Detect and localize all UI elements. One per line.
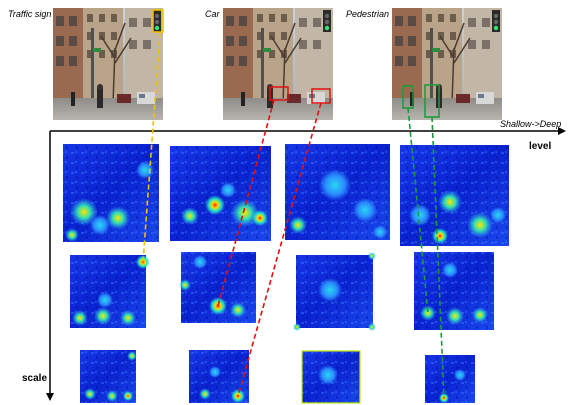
level-axis [50,127,566,135]
heatmap-level3-scale3 [301,350,361,404]
heatmap-level4-scale3 [425,355,475,403]
photo-traffic-sign [52,7,164,121]
photo-label-pedestrian: Pedestrian [346,9,390,19]
photo-pedestrian [391,7,503,121]
heatmap-level3-scale2 [293,252,376,331]
heatmap-level2-scale2 [179,252,256,323]
photo-label-traffic-sign: Traffic sign [8,9,52,19]
car-link-far [237,102,322,397]
photo-label-car: Car [205,9,220,19]
traffic-sign-link [142,32,161,263]
heatmap-level4-scale1 [400,145,509,246]
heatmap-level1-scale3 [80,350,137,403]
photo-car [222,7,334,121]
heatmap-level1-scale1 [63,144,159,242]
level-direction-label: Shallow->Deep [500,119,562,129]
pedestrian-link-far [431,116,445,399]
level-axis-label: level [529,141,552,152]
pedestrian-link-near [407,107,429,314]
car-link-near [217,99,275,307]
heatmap-level4-scale2 [414,252,494,330]
heatmap-level3-scale1 [285,144,390,240]
scale-axis-label: scale [22,373,48,384]
scale-axis [46,131,54,401]
heatmap-level2-scale1 [170,146,271,241]
heatmap-level2-scale3 [189,350,249,403]
heatmap-level1-scale2 [70,255,150,328]
